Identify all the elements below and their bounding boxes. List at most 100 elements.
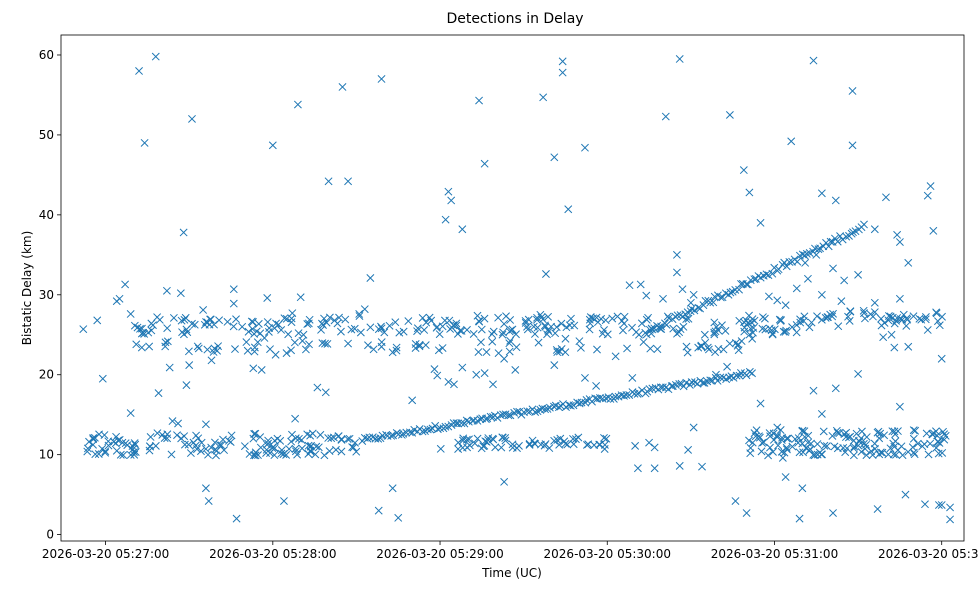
data-point	[201, 420, 210, 429]
data-point	[423, 425, 432, 434]
data-point	[280, 314, 289, 323]
data-point	[115, 294, 124, 303]
data-point	[598, 394, 607, 403]
data-point	[482, 437, 491, 446]
data-point	[387, 431, 396, 440]
data-point	[440, 316, 449, 325]
data-point	[238, 322, 247, 331]
data-point	[712, 370, 720, 379]
data-point	[577, 398, 586, 407]
data-point	[153, 429, 162, 438]
data-point	[534, 338, 543, 347]
x-tick-label: 2026-03-20 05:27:00	[42, 547, 169, 561]
data-point	[782, 434, 791, 443]
data-point	[260, 334, 269, 342]
data-point	[131, 440, 140, 449]
data-point	[341, 315, 350, 324]
data-point	[892, 450, 900, 459]
data-point	[224, 436, 233, 445]
data-point	[740, 327, 749, 336]
data-point	[192, 445, 201, 454]
data-point	[704, 345, 713, 354]
data-point	[830, 442, 839, 451]
data-point	[745, 436, 753, 445]
data-point	[193, 342, 202, 351]
data-point	[472, 370, 481, 379]
data-point	[473, 311, 482, 320]
data-point	[167, 450, 176, 459]
data-point	[891, 437, 900, 446]
data-point	[625, 281, 634, 290]
data-point	[581, 373, 589, 382]
data-point	[322, 318, 331, 327]
data-point	[857, 427, 866, 436]
data-point	[91, 450, 100, 459]
data-point	[296, 293, 305, 302]
data-point	[675, 55, 684, 63]
data-point	[871, 444, 879, 453]
data-point	[773, 423, 782, 432]
data-point	[555, 440, 564, 449]
data-point	[682, 315, 691, 324]
data-point	[585, 315, 594, 324]
data-point	[444, 377, 453, 386]
data-point	[829, 309, 837, 318]
data-point	[895, 402, 904, 411]
data-point	[575, 337, 584, 346]
data-point	[504, 411, 513, 420]
x-tick-label: 2026-03-20 05:28:00	[209, 547, 336, 561]
data-point	[458, 443, 467, 452]
data-point	[232, 315, 240, 324]
data-point	[488, 330, 496, 339]
data-point	[938, 448, 947, 457]
data-point	[812, 250, 821, 259]
data-point	[648, 325, 657, 334]
data-point	[533, 323, 542, 332]
data-point	[269, 443, 277, 452]
data-point	[712, 323, 721, 331]
data-point	[550, 436, 559, 445]
data-point	[739, 166, 748, 175]
data-point	[791, 435, 800, 444]
data-point	[793, 257, 802, 266]
data-point	[287, 318, 296, 327]
data-point	[600, 433, 608, 442]
data-point	[304, 319, 313, 328]
data-point	[701, 296, 710, 305]
data-point	[633, 464, 642, 473]
data-point	[374, 506, 383, 515]
data-point	[294, 434, 303, 443]
data-point	[299, 330, 308, 339]
data-point	[891, 430, 900, 439]
data-point	[805, 323, 814, 332]
data-point	[130, 439, 139, 448]
data-point	[364, 341, 372, 350]
data-point	[482, 348, 491, 357]
data-point	[750, 275, 759, 284]
data-point	[552, 323, 561, 332]
data-point	[806, 439, 815, 448]
data-point	[799, 448, 808, 457]
data-point	[500, 319, 509, 328]
data-point	[316, 430, 325, 439]
data-point	[459, 434, 468, 443]
data-point	[454, 445, 463, 453]
data-point	[130, 321, 139, 330]
data-point	[475, 96, 484, 105]
data-point	[561, 334, 570, 343]
data-point	[570, 321, 579, 330]
data-point	[365, 433, 374, 442]
data-point	[303, 320, 312, 328]
data-point	[345, 434, 354, 443]
data-point	[126, 409, 135, 418]
data-point	[866, 310, 875, 319]
data-point	[775, 315, 784, 324]
data-point	[207, 443, 216, 452]
data-point	[294, 329, 303, 338]
data-point	[736, 369, 745, 377]
data-point	[779, 327, 788, 336]
data-point	[875, 450, 884, 459]
data-point	[768, 269, 777, 278]
data-point	[202, 318, 211, 326]
data-point	[679, 322, 688, 331]
